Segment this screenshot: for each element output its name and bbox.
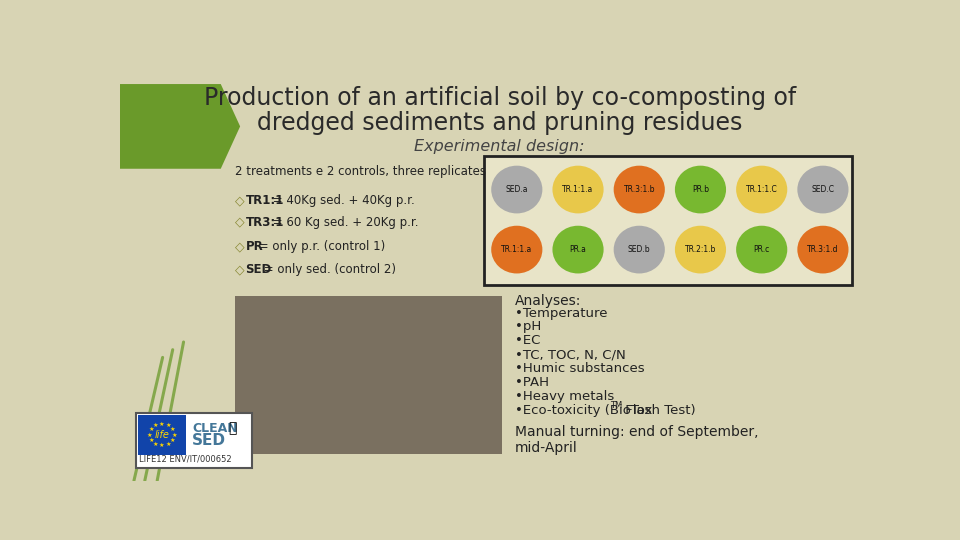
Text: •Temperature: •Temperature — [516, 307, 608, 320]
Text: TR.1:1.C: TR.1:1.C — [746, 185, 778, 194]
FancyBboxPatch shape — [135, 413, 252, 468]
Text: ★: ★ — [148, 427, 154, 433]
Ellipse shape — [798, 226, 849, 273]
Text: SED: SED — [192, 433, 226, 448]
Text: 2 treatments e 2 controls, three replicates: 2 treatments e 2 controls, three replica… — [234, 165, 486, 178]
Text: TR.1:1.a: TR.1:1.a — [563, 185, 593, 194]
Text: ★: ★ — [159, 422, 165, 427]
Text: •Heavy metals: •Heavy metals — [516, 390, 614, 403]
Text: TR.2:1.b: TR.2:1.b — [684, 245, 716, 254]
Text: PR.b: PR.b — [692, 185, 709, 194]
Text: ◇: ◇ — [234, 264, 245, 276]
Text: SED.b: SED.b — [628, 245, 651, 254]
Text: Flash Test): Flash Test) — [620, 403, 695, 416]
Text: SED.C: SED.C — [811, 185, 834, 194]
Text: = only p.r. (control 1): = only p.r. (control 1) — [254, 240, 385, 253]
Text: TR.3:1.d: TR.3:1.d — [807, 245, 839, 254]
Text: ◇: ◇ — [234, 240, 245, 253]
Ellipse shape — [492, 226, 542, 273]
Text: •Humic substances: •Humic substances — [516, 362, 645, 375]
Text: ★: ★ — [170, 438, 176, 443]
Text: TR1:1: TR1:1 — [246, 194, 284, 207]
Text: TM: TM — [611, 401, 623, 409]
Text: Production of an artificial soil by co-composting of: Production of an artificial soil by co-c… — [204, 86, 796, 110]
Ellipse shape — [675, 166, 726, 213]
FancyBboxPatch shape — [484, 156, 852, 285]
Text: SED.a: SED.a — [506, 185, 528, 194]
Text: Manual turning: end of September,
mid-April: Manual turning: end of September, mid-Ap… — [516, 425, 758, 455]
Text: ★: ★ — [172, 433, 177, 437]
Text: LIFE12 ENV/IT/000652: LIFE12 ENV/IT/000652 — [139, 455, 232, 463]
Text: •EC: •EC — [516, 334, 540, 347]
Polygon shape — [120, 84, 240, 168]
Text: •PAH: •PAH — [516, 376, 549, 389]
Ellipse shape — [492, 166, 542, 213]
Text: ★: ★ — [148, 438, 154, 443]
Text: ★: ★ — [170, 427, 176, 433]
Text: ★: ★ — [165, 442, 171, 447]
Ellipse shape — [798, 166, 849, 213]
Text: Experimental design:: Experimental design: — [415, 139, 585, 154]
Text: TR.3:1.b: TR.3:1.b — [623, 185, 655, 194]
Text: ★: ★ — [159, 443, 165, 448]
Text: ★: ★ — [147, 433, 153, 437]
Text: life: life — [155, 430, 169, 440]
Ellipse shape — [613, 166, 665, 213]
Ellipse shape — [675, 226, 726, 273]
Text: Analyses:: Analyses: — [516, 294, 582, 308]
Text: ◇: ◇ — [234, 194, 245, 207]
Text: = 40Kg sed. + 40Kg p.r.: = 40Kg sed. + 40Kg p.r. — [269, 194, 415, 207]
Text: PR.a: PR.a — [569, 245, 587, 254]
Text: = 60 Kg sed. + 20Kg p.r.: = 60 Kg sed. + 20Kg p.r. — [269, 215, 419, 229]
Text: 🌲: 🌲 — [228, 421, 236, 435]
Text: ★: ★ — [165, 423, 171, 428]
Ellipse shape — [613, 226, 665, 273]
Text: = only sed. (control 2): = only sed. (control 2) — [259, 264, 396, 276]
Text: SED: SED — [246, 264, 272, 276]
Text: ★: ★ — [153, 442, 158, 447]
FancyBboxPatch shape — [138, 415, 186, 455]
Text: CLEAN: CLEAN — [192, 422, 238, 435]
Text: •TC, TOC, N, C/N: •TC, TOC, N, C/N — [516, 348, 626, 361]
Text: TR.1:1.a: TR.1:1.a — [501, 245, 533, 254]
Text: dredged sediments and pruning residues: dredged sediments and pruning residues — [257, 111, 742, 135]
Text: PR.c: PR.c — [754, 245, 770, 254]
Ellipse shape — [552, 166, 604, 213]
Ellipse shape — [736, 166, 787, 213]
Ellipse shape — [552, 226, 604, 273]
Ellipse shape — [736, 226, 787, 273]
Text: •Eco-toxicity (BioTox: •Eco-toxicity (BioTox — [516, 403, 653, 416]
Text: PR: PR — [246, 240, 263, 253]
Text: •pH: •pH — [516, 320, 541, 333]
Text: TR3:1: TR3:1 — [246, 215, 284, 229]
Text: ◇: ◇ — [234, 215, 245, 229]
Text: ★: ★ — [153, 423, 158, 428]
FancyBboxPatch shape — [234, 296, 502, 454]
